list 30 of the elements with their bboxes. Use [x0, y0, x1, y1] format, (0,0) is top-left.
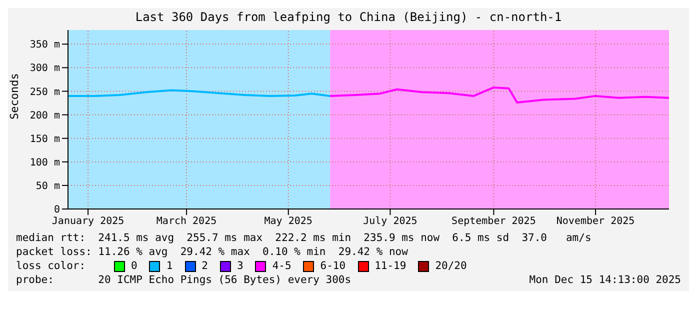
y-tick-label: 0	[54, 204, 60, 216]
legend-label: 1	[166, 259, 173, 273]
y-tick-label: 200 m	[30, 110, 60, 122]
text: probe: 20 ICMP Echo Pings (56 Bytes) every 300s	[16, 273, 352, 287]
text: median rtt: 241.5 ms avg 255.7 ms max 222.2 ms min 235.9 ms now 6.5 ms sd 37.0 am/s	[16, 231, 592, 245]
x-tick-label: May 2025	[264, 216, 312, 228]
y-tick-label: 100 m	[30, 157, 60, 168]
x-tick-label: September 2025	[452, 216, 536, 228]
x-tick-label: July 2025	[363, 216, 418, 228]
line-series	[329, 86, 669, 104]
x-tick-label: March 2025	[156, 216, 217, 228]
legend-label: 0	[131, 259, 138, 273]
y-tick-label: 250 m	[30, 86, 60, 98]
chart-title: Last 360 Days from leafping to China (Beijing) - cn-north-1	[134, 9, 563, 26]
x-tick-label: November 2025	[556, 216, 635, 228]
legend-label: 2	[202, 259, 208, 273]
legend-label: 20/20	[435, 259, 467, 273]
legend-label: 11-19	[374, 259, 406, 273]
y-tick-label: 350 m	[30, 40, 60, 51]
legend-label: 6-10	[320, 259, 346, 273]
y-tick-label: 150 m	[30, 134, 60, 145]
y-tick-label: 50 m	[36, 180, 60, 192]
text: loss color:	[16, 259, 87, 273]
legend-label: 4-5	[272, 259, 292, 273]
legend-label: 3	[236, 259, 244, 273]
y-axis-title: Seconds	[8, 73, 21, 120]
text: Mon Dec 15 14:13:00 2025	[529, 273, 681, 287]
text: packet loss: 11.26 % avg 29.42 % max 0.10 % min 29.42 % now	[16, 245, 409, 259]
y-tick-label: 300 m	[30, 63, 60, 74]
x-tick-label: January 2025	[52, 216, 124, 228]
